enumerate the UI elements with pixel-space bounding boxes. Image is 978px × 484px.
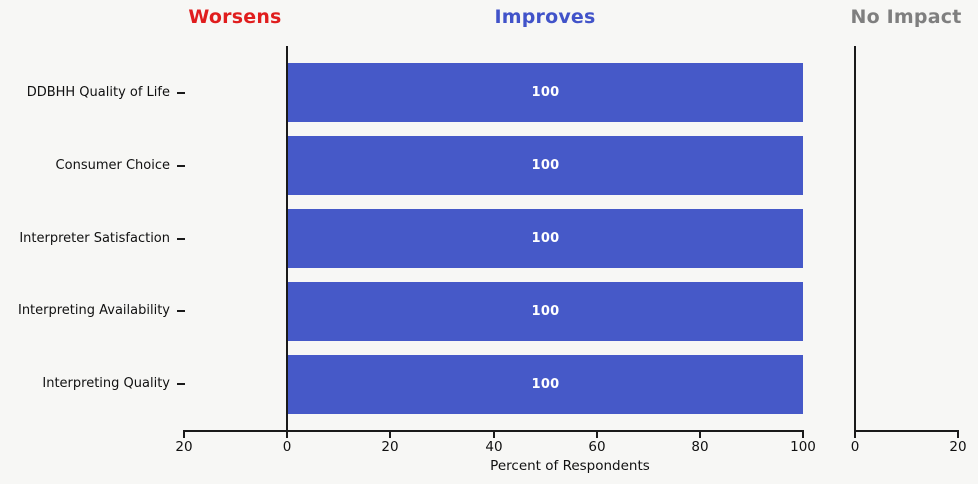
y-tick-mark	[177, 238, 185, 240]
x-axis-line-no-impact	[854, 430, 959, 432]
bar-improves: 100	[288, 282, 803, 341]
x-tick-label: 60	[588, 439, 606, 455]
bar-improves: 100	[288, 355, 803, 414]
bar-improves: 100	[288, 209, 803, 268]
y-tick-mark	[177, 383, 185, 385]
x-tick-mark	[493, 432, 495, 438]
improves-zero-spine	[286, 46, 288, 432]
bar-value-label: 100	[531, 304, 560, 319]
x-tick-label: 100	[790, 439, 816, 455]
x-tick-mark	[183, 432, 185, 438]
column-header-no-impact: No Impact	[850, 6, 962, 28]
y-tick-label: DDBHH Quality of Life	[26, 85, 170, 100]
x-axis-line-main	[183, 430, 804, 432]
x-tick-label: 40	[485, 439, 503, 455]
y-tick-label: Interpreting Quality	[42, 376, 170, 391]
x-tick-mark	[802, 432, 804, 438]
column-header-worsens: Worsens	[188, 6, 282, 28]
y-tick-mark	[177, 310, 185, 312]
x-tick-mark	[957, 432, 959, 438]
bar-value-label: 100	[531, 85, 560, 100]
column-header-improves: Improves	[494, 6, 596, 28]
x-tick-label: 20	[949, 439, 967, 455]
y-tick-label: Consumer Choice	[55, 158, 170, 173]
bar-value-label: 100	[531, 231, 560, 246]
x-tick-mark	[596, 432, 598, 438]
x-tick-label: 0	[282, 439, 292, 455]
x-tick-label: 0	[850, 439, 860, 455]
bar-value-label: 100	[531, 158, 560, 173]
y-tick-label: Interpreting Availability	[17, 303, 170, 318]
x-tick-mark	[286, 432, 288, 438]
y-tick-mark	[177, 165, 185, 167]
bar-value-label: 100	[531, 377, 560, 392]
x-tick-label: 20	[175, 439, 193, 455]
x-tick-label: 80	[691, 439, 709, 455]
x-axis-title: Percent of Respondents	[490, 458, 650, 474]
x-tick-mark	[389, 432, 391, 438]
bar-improves: 100	[288, 63, 803, 122]
y-tick-label: Interpreter Satisfaction	[19, 231, 170, 246]
x-tick-label: 20	[381, 439, 399, 455]
y-tick-mark	[177, 92, 185, 94]
x-tick-mark	[699, 432, 701, 438]
bar-improves: 100	[288, 136, 803, 195]
no-impact-zero-spine	[854, 46, 856, 432]
x-tick-mark	[854, 432, 856, 438]
